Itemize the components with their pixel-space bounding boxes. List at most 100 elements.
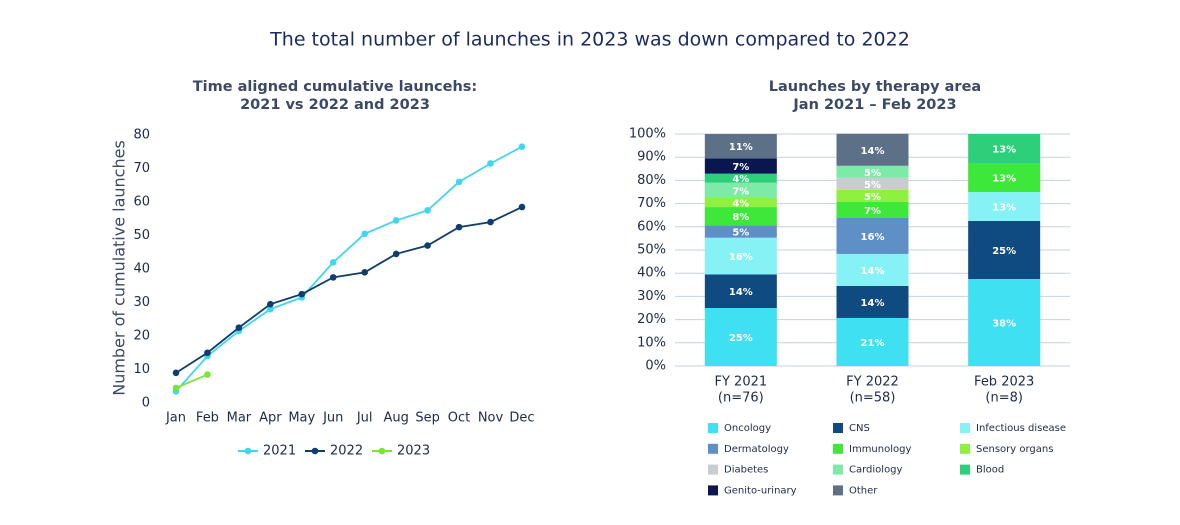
legend-swatch <box>833 423 843 433</box>
data-label: 16% <box>861 232 885 243</box>
legend-swatch <box>708 423 718 433</box>
data-label: 7% <box>864 206 881 217</box>
point <box>267 300 274 308</box>
data-label: 13% <box>992 174 1016 185</box>
data-label: 25% <box>992 246 1016 257</box>
y-tick-label: 70% <box>637 196 666 211</box>
data-label: 4% <box>732 199 749 210</box>
bar-segment <box>704 225 777 238</box>
legend-label: 2022 <box>330 444 363 459</box>
y-tick-label: 60 <box>133 195 150 210</box>
point <box>204 371 211 378</box>
y-tick-label: 80 <box>133 128 150 143</box>
y-tick-label: 40% <box>637 266 666 281</box>
data-label: 14% <box>861 298 885 309</box>
y-tick-label: 0% <box>645 359 666 374</box>
chart-title: 2021 vs 2022 and 2023 <box>240 97 430 113</box>
legend-swatch <box>960 443 970 454</box>
y-tick-label: 0 <box>142 396 150 411</box>
point <box>329 274 337 281</box>
point <box>298 290 306 298</box>
legend-swatch <box>708 464 718 475</box>
bar-segment <box>836 217 909 254</box>
y-tick-label: 70 <box>133 161 150 176</box>
point <box>487 218 494 226</box>
y-tick-label: 20% <box>637 312 666 327</box>
data-label: 21% <box>861 338 885 349</box>
data-label: 5% <box>864 168 881 179</box>
bar-segment <box>968 221 1041 279</box>
legend-label: Sensory organs <box>976 444 1053 455</box>
point <box>455 223 463 231</box>
data-label: 5% <box>732 228 749 239</box>
point <box>487 160 494 167</box>
legend-label: Blood <box>976 465 1004 476</box>
page-title: The total number of launches in 2023 was… <box>269 29 910 51</box>
y-tick-label: 10 <box>133 362 150 377</box>
point <box>204 349 211 357</box>
point <box>392 217 400 224</box>
y-tick-label: 10% <box>637 335 666 350</box>
y-tick-label: 100% <box>629 127 666 142</box>
data-label: 8% <box>732 212 749 223</box>
x-tick-label: (n=76) <box>718 391 764 406</box>
legend-swatch <box>833 485 843 496</box>
x-tick-label: Mar <box>227 411 252 426</box>
bar-segment <box>836 285 909 318</box>
x-tick-label: Feb <box>196 411 219 426</box>
legend-swatch <box>960 423 970 433</box>
legend-label: 2021 <box>263 444 296 459</box>
x-tick-label: Nov <box>478 411 504 426</box>
legend-swatch <box>244 447 252 455</box>
data-label: 13% <box>992 203 1016 214</box>
bar-segment <box>968 192 1041 221</box>
legend-label: Genito-urinary <box>724 485 797 496</box>
bar-segment <box>704 308 777 366</box>
legend-label: Other <box>849 485 878 496</box>
y-tick-label: 80% <box>637 173 666 188</box>
bar-segment <box>704 237 777 275</box>
x-tick-label: Dec <box>509 411 534 426</box>
x-tick-label: Sep <box>415 411 440 426</box>
x-tick-label: Feb 2023 <box>974 375 1034 390</box>
data-label: 14% <box>861 266 885 277</box>
x-tick-label: FY 2021 <box>715 375 768 390</box>
legend-swatch <box>378 447 386 455</box>
bar-segment <box>836 165 909 178</box>
x-tick-label: Jan <box>165 411 186 426</box>
chart-title: Jan 2021 – Feb 2023 <box>792 97 956 113</box>
data-label: 5% <box>864 192 881 203</box>
legend-label: Immunology <box>849 444 911 455</box>
point <box>424 207 431 214</box>
data-label: 14% <box>861 146 885 157</box>
data-label: 38% <box>992 319 1016 330</box>
legend-swatch <box>960 464 970 475</box>
bar-segment <box>704 207 777 226</box>
point <box>361 269 369 276</box>
data-label: 13% <box>992 145 1016 156</box>
data-label: 7% <box>732 162 749 173</box>
y-tick-label: 30% <box>637 289 666 304</box>
x-tick-label: Oct <box>448 411 470 426</box>
data-label: 4% <box>732 174 749 185</box>
y-tick-label: 50 <box>133 228 150 243</box>
data-label: 11% <box>729 142 753 153</box>
legend-label: Diabetes <box>724 465 768 476</box>
y-tick-label: 30 <box>133 295 150 310</box>
data-label: 7% <box>732 186 749 197</box>
bar-segment <box>836 177 909 190</box>
legend-label: Oncology <box>724 423 771 434</box>
data-label: 25% <box>729 333 753 344</box>
bar-segment <box>836 317 909 366</box>
point <box>455 178 463 186</box>
bar-segment <box>968 279 1041 366</box>
point <box>518 203 526 211</box>
x-tick-label: Apr <box>259 411 282 426</box>
bar-segment <box>968 134 1041 163</box>
point <box>172 369 180 377</box>
x-tick-label: (n=8) <box>985 391 1023 406</box>
x-tick-label: Jun <box>322 411 343 426</box>
legend-label: CNS <box>849 423 870 434</box>
data-label: 14% <box>729 287 753 298</box>
